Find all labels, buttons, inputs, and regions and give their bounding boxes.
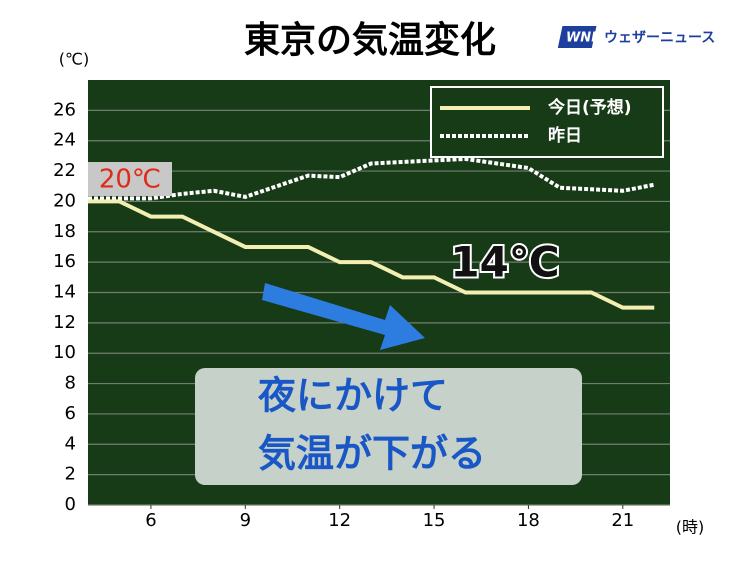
y-tick-label: 6 <box>65 403 76 424</box>
y-tick-label: 12 <box>53 312 76 333</box>
annotation: 夜にかけて <box>257 374 448 418</box>
annotation-box <box>195 368 582 485</box>
annotation-box <box>88 162 172 196</box>
y-tick-label: 14 <box>53 282 76 303</box>
logo-text: ウェザーニュース <box>604 30 715 46</box>
x-tick-label: 15 <box>423 510 446 531</box>
y-tick-label: 4 <box>65 433 76 454</box>
series-line <box>88 199 655 310</box>
chart-title: 東京の気温変化 <box>244 19 496 61</box>
annotation: 20℃ <box>99 165 161 195</box>
annotation: 14℃ <box>450 238 559 287</box>
y-axis-label: (℃) <box>59 50 89 69</box>
logo-mark-box <box>557 26 597 48</box>
arrow <box>262 283 425 350</box>
legend-label: 今日(予想) <box>548 97 632 118</box>
y-tick-label: 10 <box>53 342 76 363</box>
x-axis-label: (時) <box>676 518 705 537</box>
y-tick-label: 8 <box>65 373 76 394</box>
x-tick-label: 6 <box>145 510 156 531</box>
x-tick-label: 18 <box>517 510 540 531</box>
annotation: 気温が下がる <box>258 432 486 476</box>
y-tick-label: 26 <box>53 99 76 120</box>
y-tick-label: 24 <box>53 130 76 151</box>
y-tick-label: 22 <box>53 160 76 181</box>
x-tick-label: 12 <box>328 510 351 531</box>
legend-label: 昨日 <box>548 125 582 146</box>
x-tick-label: 21 <box>611 510 634 531</box>
series-line <box>88 156 655 201</box>
y-tick-label: 16 <box>53 251 76 272</box>
legend: 今日(予想) 昨日 <box>430 86 664 158</box>
x-tick-label: 9 <box>240 510 251 531</box>
y-tick-label: 18 <box>53 221 76 242</box>
y-tick-label: 2 <box>65 464 76 485</box>
y-tick-label: 20 <box>53 190 76 211</box>
logo-mark: WNI <box>566 31 596 46</box>
legend-box <box>430 86 664 158</box>
y-tick-label: 0 <box>65 494 76 515</box>
